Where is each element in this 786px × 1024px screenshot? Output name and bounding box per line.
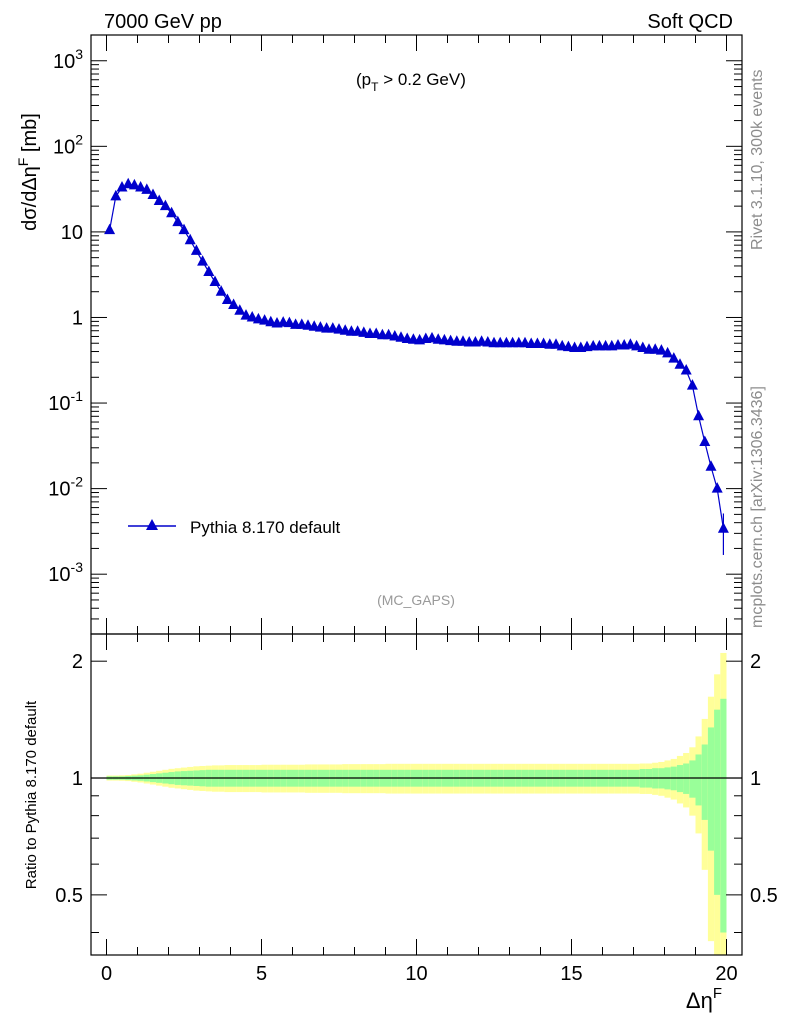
data-point	[178, 223, 190, 235]
header-right: Soft QCD	[647, 11, 733, 33]
data-point	[172, 215, 184, 227]
y-tick-label-upper: 102	[53, 131, 83, 158]
upper-frame	[90, 34, 743, 635]
x-tick-label: 15	[560, 963, 582, 985]
lower-frame	[90, 633, 743, 956]
x-tick-label: 0	[101, 963, 112, 985]
x-tick-label: 5	[256, 963, 267, 985]
band-inner-bin	[683, 763, 690, 794]
legend-entry: Pythia 8.170 default	[190, 518, 341, 537]
ratio-bands	[91, 652, 742, 955]
data-point	[668, 352, 680, 363]
y-tick-label-upper: 10	[61, 222, 83, 244]
y-tick-label-lower-left: 2	[72, 651, 83, 673]
legend: Pythia 8.170 default	[128, 518, 341, 537]
data-point	[283, 316, 295, 328]
cut-annotation: (pT > 0.2 GeV)	[356, 70, 466, 94]
data-point	[147, 188, 159, 199]
data-point	[674, 358, 686, 369]
header-left: 7000 GeV pp	[104, 11, 222, 33]
y-tick-label-lower-left: 1	[72, 768, 83, 790]
data-point	[190, 244, 202, 255]
data-point	[717, 522, 729, 533]
band-inner-bin	[695, 754, 702, 806]
data-point	[153, 194, 165, 205]
data-point	[203, 265, 215, 276]
side-label-bottom: mcplots.cern.ch [arXiv:1306.3436]	[749, 386, 766, 628]
x-axis-label: ΔηF	[686, 985, 722, 1013]
data-point	[705, 460, 717, 471]
data-point	[246, 310, 258, 322]
y-tick-label-lower-right: 1	[750, 768, 761, 790]
data-point	[209, 275, 221, 286]
data-point	[184, 233, 196, 245]
y-tick-label-lower-right: 2	[750, 651, 761, 673]
series-points	[104, 177, 729, 555]
data-point	[655, 344, 667, 355]
band-inner-bin	[720, 698, 727, 933]
y-tick-label-upper: 1	[72, 307, 83, 329]
data-point	[104, 223, 116, 235]
data-point	[631, 339, 643, 351]
data-point	[711, 482, 723, 493]
data-point	[395, 331, 407, 342]
analysis-label: (MC_GAPS)	[377, 592, 455, 608]
data-point	[128, 178, 140, 190]
y-tick-label-upper: 10-2	[48, 474, 83, 501]
band-inner-bin	[714, 709, 721, 895]
data-point	[135, 181, 147, 192]
band-inner-bin	[707, 727, 715, 851]
data-point	[550, 338, 562, 349]
data-point	[197, 255, 209, 266]
data-point	[624, 338, 636, 349]
data-point	[116, 181, 128, 192]
y-axis-label-upper: dσ/dΔηF [mb]	[15, 113, 41, 231]
band-inner-bin	[701, 744, 708, 820]
data-point	[110, 189, 122, 201]
data-point	[637, 341, 649, 352]
data-point	[680, 364, 692, 375]
data-point	[221, 293, 233, 305]
data-point	[426, 331, 438, 343]
data-point	[215, 285, 227, 296]
data-point	[234, 304, 246, 315]
data-point	[265, 315, 277, 327]
data-point	[159, 199, 171, 211]
y-tick-label-lower-right: 0.5	[750, 885, 778, 907]
data-point	[662, 346, 674, 358]
series-line	[109, 183, 724, 529]
y-tick-label-lower-left: 0.5	[55, 885, 83, 907]
side-label-top: Rivet 3.1.10, 300k events	[749, 69, 766, 250]
legend-marker-icon	[146, 519, 158, 530]
data-point	[259, 314, 271, 325]
y-tick-label-upper: 103	[53, 46, 83, 73]
data-point	[240, 309, 252, 320]
x-tick-label: 10	[405, 963, 427, 985]
axes-frames	[90, 34, 743, 956]
data-point	[686, 379, 698, 390]
y-tick-label-upper: 10-3	[48, 559, 83, 586]
data-point	[166, 206, 178, 218]
band-inner-bin	[689, 760, 696, 798]
x-tick-label: 20	[715, 963, 737, 985]
y-tick-label-upper: 10-1	[48, 388, 83, 415]
data-point	[693, 409, 705, 421]
y-axis-label-lower: Ratio to Pythia 8.170 default	[23, 700, 40, 889]
data-point	[141, 183, 153, 194]
data-point	[699, 435, 711, 447]
data-point	[228, 298, 240, 309]
